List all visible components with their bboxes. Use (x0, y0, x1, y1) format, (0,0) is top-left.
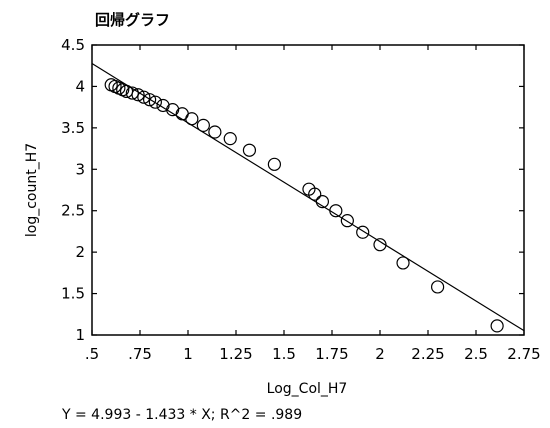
data-point (148, 95, 162, 109)
x-tick-label: 1.5 (272, 345, 296, 363)
data-point (329, 204, 343, 218)
x-tick-label: 2.75 (507, 345, 540, 363)
data-point (125, 86, 139, 100)
x-tick-label: 2.25 (411, 345, 444, 363)
data-point (131, 88, 145, 102)
data-point (185, 112, 199, 126)
y-tick-label: 4.5 (61, 36, 85, 54)
y-axis-label: log_count_H7 (24, 143, 40, 237)
y-tick-label: 4 (75, 77, 85, 95)
regression-line (91, 63, 525, 332)
data-point (223, 132, 237, 146)
x-tick-label: 1 (183, 345, 193, 363)
data-point (242, 143, 257, 157)
y-axis-ticks: 1 1.5 2 2.5 3 3.5 4 4.5 (61, 36, 524, 344)
plot-frame (91, 44, 525, 336)
regression-equation: Y = 4.993 - 1.433 * X; R^2 = .989 (61, 407, 302, 423)
fit-line-layer (91, 63, 525, 332)
data-point (196, 118, 210, 132)
x-tick-label: .75 (128, 345, 152, 363)
x-tick-label: 1.25 (219, 345, 252, 363)
data-point (340, 214, 354, 228)
x-axis-ticks: .5 .75 1 1.25 1.5 1.75 2 2.25 2.5 2.75 (85, 45, 541, 363)
data-point (431, 280, 445, 294)
data-point (373, 238, 387, 252)
x-axis-label: Log_Col_H7 (267, 381, 348, 397)
x-tick-label: .5 (85, 345, 99, 363)
data-point (315, 195, 329, 209)
data-point (308, 187, 322, 201)
y-tick-label: 1.5 (61, 285, 85, 303)
x-tick-label: 2.5 (464, 345, 488, 363)
y-tick-label: 2.5 (61, 202, 85, 220)
y-tick-label: 3 (75, 160, 85, 178)
y-tick-label: 2 (75, 243, 85, 261)
data-point (208, 125, 222, 139)
data-point (356, 225, 370, 239)
y-tick-label: 1 (75, 326, 85, 344)
x-tick-label: 1.75 (315, 345, 348, 363)
data-point (490, 319, 504, 333)
data-points (104, 78, 504, 333)
plot-border (91, 44, 525, 336)
y-tick-label: 3.5 (61, 119, 85, 137)
data-point (137, 90, 151, 104)
data-point (143, 93, 157, 107)
data-point (396, 256, 410, 270)
x-tick-label: 2 (375, 345, 385, 363)
chart-title: 回帰グラフ (95, 11, 170, 29)
data-point (267, 157, 281, 171)
